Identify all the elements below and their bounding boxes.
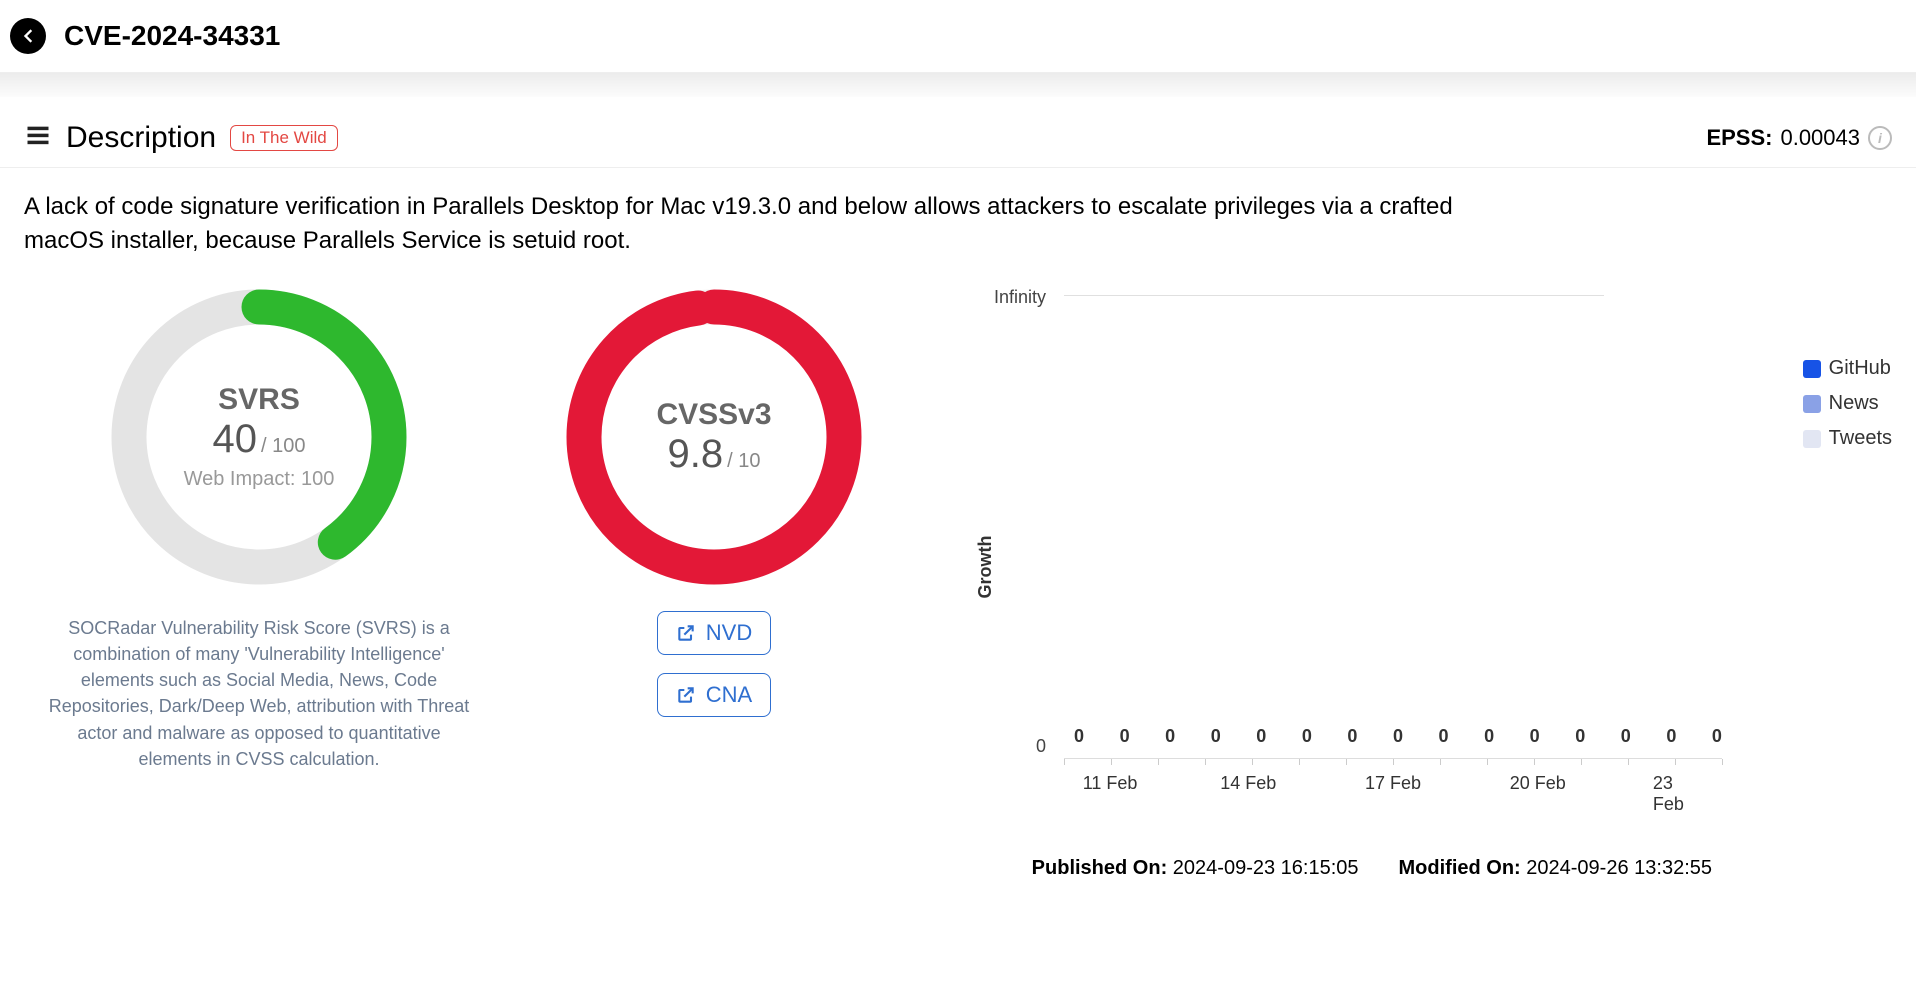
epss-value: 0.00043 (1780, 125, 1860, 151)
nvd-link[interactable]: NVD (657, 611, 771, 655)
cvss-gauge: CVSSv3 9.8 / 10 (564, 287, 864, 587)
modified-on: Modified On: 2024-09-26 13:32:55 (1399, 857, 1712, 880)
cvss-column: CVSSv3 9.8 / 10 NVD CNA (534, 277, 894, 847)
x-axis-tick-label: 11 Feb (1083, 773, 1138, 794)
legend-label: News (1829, 392, 1879, 415)
cvss-links: NVD CNA (657, 611, 771, 717)
svrs-max: / 100 (261, 435, 305, 458)
svrs-label: SVRS (218, 383, 300, 417)
chart-value-label: 0 (1211, 726, 1221, 747)
svrs-gauge: SVRS 40 / 100 Web Impact: 100 (109, 287, 409, 587)
growth-chart: Infinity 0 Growth 0 0 0 0 0 0 0 0 0 0 0 0 0 0 0 11 Feb… (934, 277, 1892, 847)
x-axis-tick-label: 23 Feb (1653, 773, 1699, 815)
description-text: A lack of code signature verification in… (0, 168, 1560, 267)
legend-swatch (1803, 430, 1821, 448)
chart-value-label: 0 (1302, 726, 1312, 747)
chart-value-label: 0 (1120, 726, 1130, 747)
description-section-header: Description In The Wild EPSS: 0.00043 i (0, 97, 1916, 168)
chart-value-label: 0 (1666, 726, 1676, 747)
cve-id-title: CVE-2024-34331 (64, 20, 280, 52)
modified-value: 2024-09-26 13:32:55 (1526, 857, 1712, 879)
x-axis-tick-label: 17 Feb (1365, 773, 1421, 794)
x-axis-tick-label: 14 Feb (1220, 773, 1276, 794)
svrs-sub: Web Impact: 100 (184, 468, 335, 491)
page-header: CVE-2024-34331 (0, 0, 1916, 73)
chart-legend: GitHub News Tweets (1803, 357, 1892, 450)
legend-item[interactable]: Tweets (1803, 427, 1892, 450)
published-value: 2024-09-23 16:15:05 (1173, 857, 1359, 879)
legend-label: GitHub (1829, 357, 1891, 380)
chart-value-label: 0 (1256, 726, 1266, 747)
epss-score: EPSS: 0.00043 i (1706, 125, 1892, 151)
list-icon (24, 122, 52, 154)
chart-value-label: 0 (1530, 726, 1540, 747)
legend-swatch (1803, 395, 1821, 413)
chart-top-line (1064, 295, 1604, 296)
chart-value-label: 0 (1621, 726, 1631, 747)
cna-link[interactable]: CNA (657, 673, 771, 717)
chart-value-label: 0 (1074, 726, 1084, 747)
chart-data-labels: 0 0 0 0 0 0 0 0 0 0 0 0 0 0 0 (1074, 726, 1722, 747)
y-axis-top: Infinity (994, 287, 1046, 308)
info-icon[interactable]: i (1868, 126, 1892, 150)
back-button[interactable] (10, 18, 46, 54)
published-on: Published On: 2024-09-23 16:15:05 (1032, 857, 1359, 880)
divider-strip (0, 73, 1916, 97)
chart-value-label: 0 (1439, 726, 1449, 747)
chart-value-label: 0 (1165, 726, 1175, 747)
arrow-left-icon (18, 26, 38, 46)
chart-value-label: 0 (1575, 726, 1585, 747)
external-link-icon (676, 623, 696, 643)
nvd-link-label: NVD (706, 620, 752, 646)
cvss-value: 9.8 (668, 432, 724, 477)
x-axis-labels: 11 Feb14 Feb17 Feb20 Feb23 Feb (1064, 773, 1722, 797)
svrs-column: SVRS 40 / 100 Web Impact: 100 SOCRadar V… (24, 277, 494, 847)
x-axis-ticks (1064, 759, 1722, 765)
published-label: Published On: (1032, 857, 1168, 879)
legend-item[interactable]: GitHub (1803, 357, 1892, 380)
in-the-wild-badge: In The Wild (230, 125, 338, 151)
cna-link-label: CNA (706, 682, 752, 708)
chart-value-label: 0 (1393, 726, 1403, 747)
legend-swatch (1803, 360, 1821, 378)
cvss-label: CVSSv3 (656, 398, 771, 432)
chart-value-label: 0 (1484, 726, 1494, 747)
cvss-max: / 10 (727, 450, 760, 473)
metrics-row: SVRS 40 / 100 Web Impact: 100 SOCRadar V… (0, 267, 1916, 847)
epss-label: EPSS: (1706, 125, 1772, 151)
x-axis-tick-label: 20 Feb (1510, 773, 1566, 794)
external-link-icon (676, 685, 696, 705)
y-axis-bottom: 0 (1036, 736, 1046, 757)
section-title: Description (66, 121, 216, 155)
y-axis-label: Growth (975, 536, 996, 599)
legend-item[interactable]: News (1803, 392, 1892, 415)
dates-row: Published On: 2024-09-23 16:15:05 Modifi… (0, 847, 1736, 880)
chart-value-label: 0 (1712, 726, 1722, 747)
chart-value-label: 0 (1347, 726, 1357, 747)
svrs-value: 40 (213, 417, 258, 462)
legend-label: Tweets (1829, 427, 1892, 450)
modified-label: Modified On: (1399, 857, 1521, 879)
svrs-note: SOCRadar Vulnerability Risk Score (SVRS)… (39, 615, 479, 772)
